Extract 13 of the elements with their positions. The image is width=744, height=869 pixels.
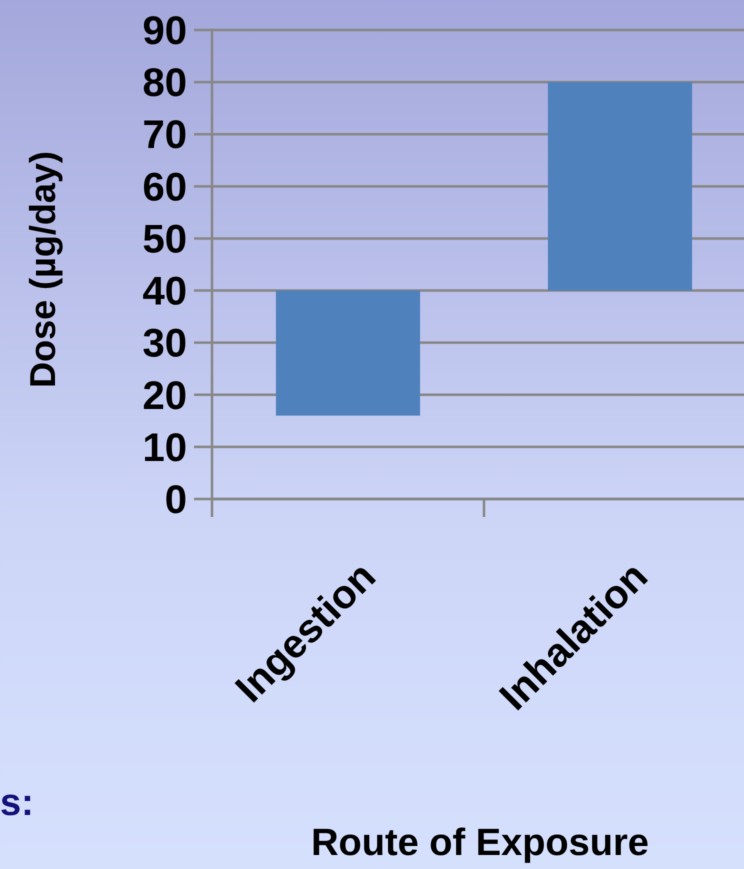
y-tick-label: 40 <box>142 270 187 314</box>
y-tick-label: 70 <box>142 113 187 158</box>
x-axis-title: Route of Exposure <box>311 822 649 864</box>
y-tick-label: 20 <box>142 374 187 418</box>
y-tick-label: 90 <box>142 9 187 53</box>
y-tick-label: 0 <box>164 478 187 522</box>
y-tick-label: 50 <box>142 217 187 262</box>
y-axis-title: Dose (µg/day) <box>22 151 63 388</box>
y-tick-label: 10 <box>142 426 187 470</box>
text: s: <box>0 782 34 824</box>
y-tick-label: 30 <box>142 322 187 366</box>
y-tick-label: 60 <box>142 165 187 210</box>
y-tick-label: 80 <box>142 61 187 106</box>
